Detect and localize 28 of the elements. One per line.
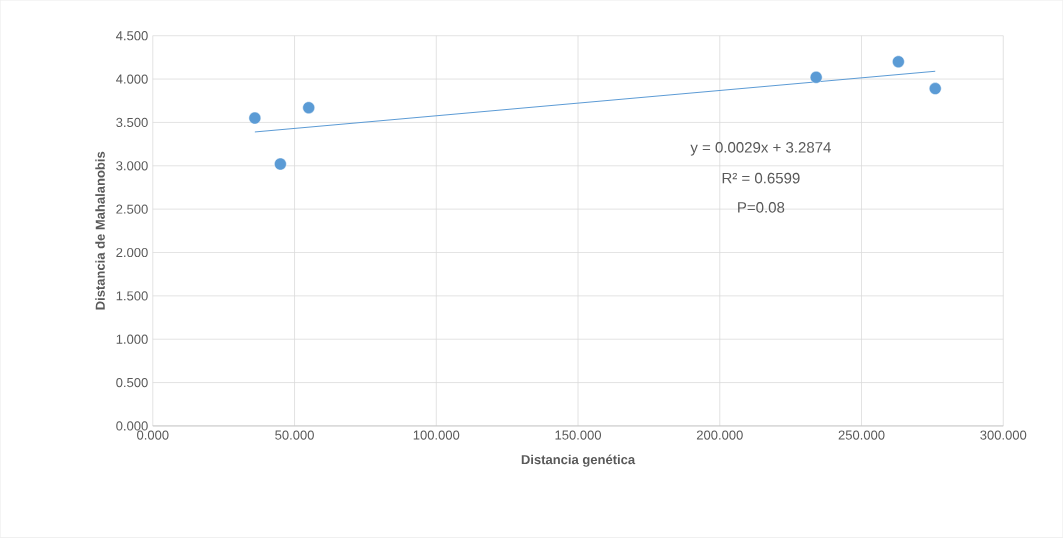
point — [274, 157, 287, 171]
y-tick-label: 4.000 — [116, 74, 148, 84]
y-tick-label: 2.500 — [116, 204, 148, 214]
x-tick-label: 150.000 — [555, 430, 602, 440]
y-tick-label: 3.500 — [116, 117, 148, 128]
x-tick-label: 200.000 — [696, 430, 743, 440]
x-axis-title: Distancia genética — [521, 454, 636, 467]
point — [302, 101, 315, 115]
y-tick-label: 4.500 — [116, 31, 148, 41]
point — [928, 82, 942, 96]
y-tick-label: 2.000 — [116, 248, 148, 258]
y-tick-label: 0.500 — [116, 378, 148, 388]
x-tick-label: 250.000 — [838, 430, 885, 440]
x-tick-label: 50.000 — [275, 430, 314, 440]
y-axis-title: Distancia de Mahalanobis — [95, 152, 105, 310]
x-tick-label: 300.000 — [980, 430, 1027, 440]
annotation: R² = 0.6599 — [722, 172, 800, 184]
annotation: P=0.08 — [738, 202, 785, 213]
point — [892, 55, 905, 69]
annotation: y = 0.0029x + 3.2874 — [690, 142, 831, 156]
y-tick-label: 0.000 — [116, 421, 148, 431]
point — [809, 71, 823, 84]
y-tick-label: 1.000 — [116, 334, 148, 344]
point — [248, 111, 262, 125]
x-tick-label: 100.000 — [413, 430, 460, 440]
y-tick-label: 3.000 — [116, 161, 148, 171]
x-tick-label: 0.000 — [137, 430, 169, 440]
y-tick-label: 1.500 — [116, 291, 148, 301]
